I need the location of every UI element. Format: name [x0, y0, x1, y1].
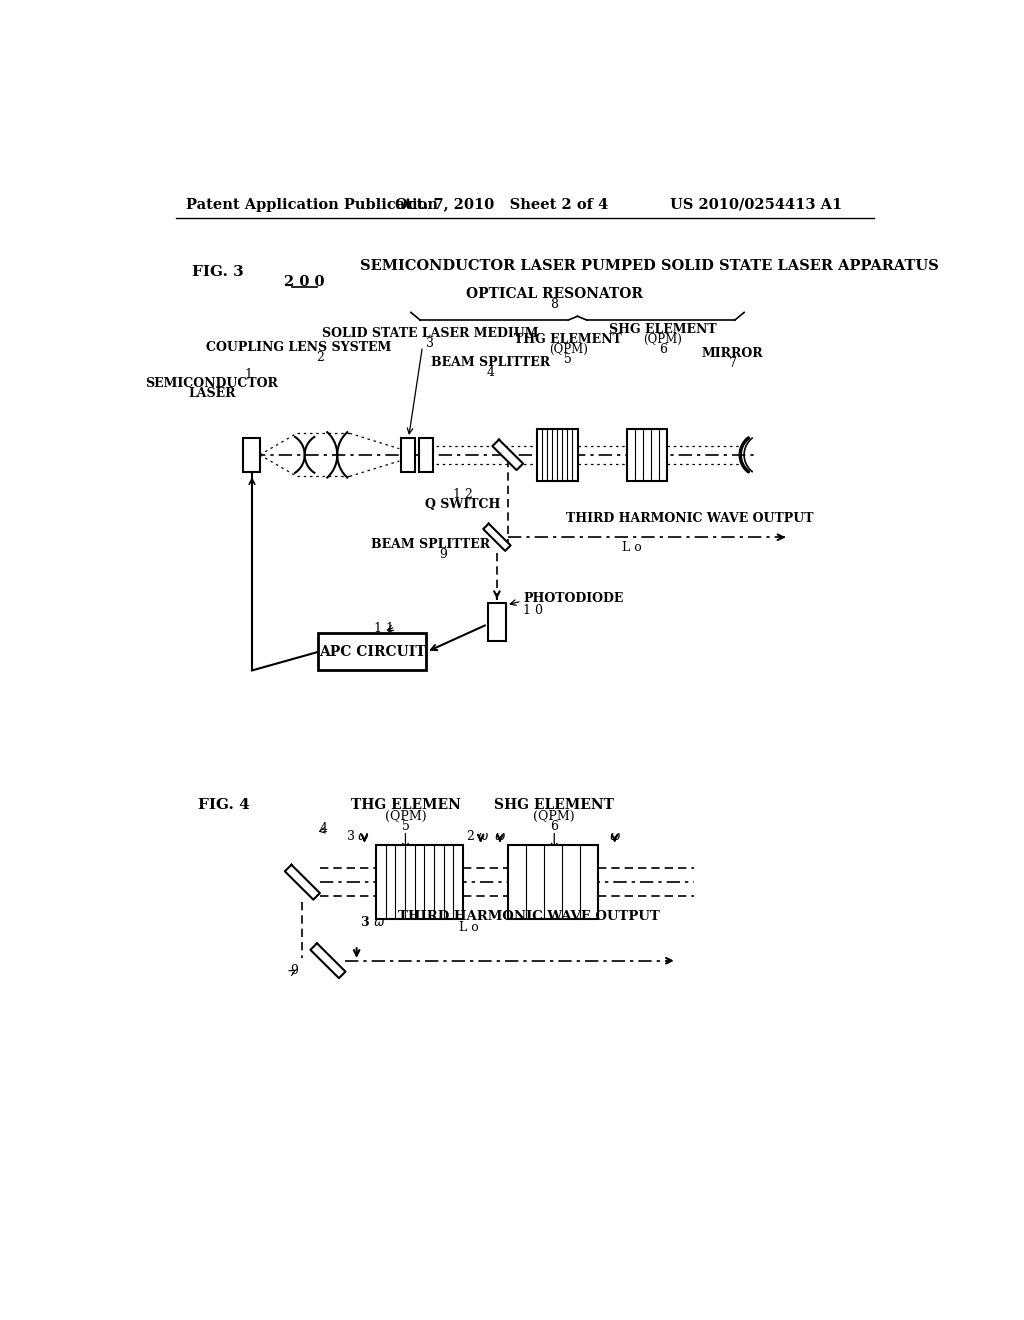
Text: $\omega$: $\omega$ — [494, 829, 506, 842]
Text: Patent Application Publication: Patent Application Publication — [186, 198, 438, 211]
Text: (QPM): (QPM) — [643, 333, 682, 346]
Text: FIG. 3: FIG. 3 — [191, 265, 244, 280]
Bar — [243, 438, 260, 471]
Text: Q SWITCH: Q SWITCH — [425, 499, 501, 511]
Text: MIRROR: MIRROR — [701, 347, 763, 360]
Text: 3 $\omega$: 3 $\omega$ — [360, 915, 385, 929]
Text: (QPM): (QPM) — [549, 343, 588, 356]
Text: SEMICONDUCTOR LASER PUMPED SOLID STATE LASER APPARATUS: SEMICONDUCTOR LASER PUMPED SOLID STATE L… — [360, 259, 939, 273]
Polygon shape — [285, 865, 319, 900]
Bar — [627, 429, 668, 480]
Text: Oct. 7, 2010   Sheet 2 of 4: Oct. 7, 2010 Sheet 2 of 4 — [395, 198, 608, 211]
Bar — [487, 603, 506, 642]
Text: L o: L o — [622, 541, 642, 554]
Text: 3: 3 — [426, 338, 434, 351]
Bar — [538, 429, 578, 480]
Text: 1: 1 — [244, 368, 252, 381]
Text: 3 $\omega$: 3 $\omega$ — [346, 829, 370, 843]
Text: 1 1: 1 1 — [374, 622, 394, 635]
Text: SEMICONDUCTOR: SEMICONDUCTOR — [145, 376, 279, 389]
Polygon shape — [310, 944, 345, 978]
Bar — [317, 634, 426, 671]
Text: 9: 9 — [291, 964, 299, 977]
Text: 2: 2 — [316, 351, 325, 363]
Text: 2 0 0: 2 0 0 — [284, 275, 325, 289]
Polygon shape — [483, 524, 511, 550]
Text: APC CIRCUIT: APC CIRCUIT — [318, 645, 425, 659]
Text: L o: L o — [459, 921, 479, 935]
Text: OPTICAL RESONATOR: OPTICAL RESONATOR — [466, 286, 643, 301]
Text: 8: 8 — [550, 298, 558, 312]
Text: LASER: LASER — [188, 387, 236, 400]
Text: 6: 6 — [550, 820, 558, 833]
Text: (QPM): (QPM) — [534, 809, 575, 822]
Text: 2 $\omega$: 2 $\omega$ — [466, 829, 490, 843]
Bar — [420, 438, 433, 471]
Text: 1 0: 1 0 — [523, 603, 544, 616]
Text: US 2010/0254413 A1: US 2010/0254413 A1 — [671, 198, 843, 211]
Bar — [508, 845, 598, 919]
Text: THG ELEMENT: THG ELEMENT — [514, 333, 622, 346]
Text: 7: 7 — [728, 356, 736, 370]
Text: COUPLING LENS SYSTEM: COUPLING LENS SYSTEM — [206, 341, 391, 354]
Polygon shape — [493, 440, 523, 470]
Text: 5: 5 — [564, 352, 572, 366]
Text: THIRD HARMONIC WAVE OUTPUT: THIRD HARMONIC WAVE OUTPUT — [397, 909, 659, 923]
Text: BEAM SPLITTER: BEAM SPLITTER — [431, 356, 550, 370]
Text: 1 2: 1 2 — [453, 488, 473, 502]
Text: SHG ELEMENT: SHG ELEMENT — [495, 799, 614, 812]
Text: THG ELEMEN: THG ELEMEN — [350, 799, 461, 812]
Text: SHG ELEMENT: SHG ELEMENT — [609, 323, 717, 335]
Text: FIG. 4: FIG. 4 — [198, 799, 250, 812]
Text: 6: 6 — [658, 343, 667, 356]
Text: THIRD HARMONIC WAVE OUTPUT: THIRD HARMONIC WAVE OUTPUT — [566, 512, 813, 525]
Text: PHOTODIODE: PHOTODIODE — [523, 593, 624, 606]
Text: 5: 5 — [401, 820, 410, 833]
Text: 4: 4 — [319, 822, 328, 834]
Text: SOLID STATE LASER MEDIUM: SOLID STATE LASER MEDIUM — [322, 327, 539, 341]
Text: (QPM): (QPM) — [385, 809, 426, 822]
Text: $\omega$: $\omega$ — [608, 829, 621, 842]
Text: 4: 4 — [486, 366, 495, 379]
Bar — [376, 845, 463, 919]
Bar — [400, 438, 415, 471]
Text: 9: 9 — [439, 548, 447, 561]
Text: BEAM SPLITTER: BEAM SPLITTER — [371, 539, 489, 552]
